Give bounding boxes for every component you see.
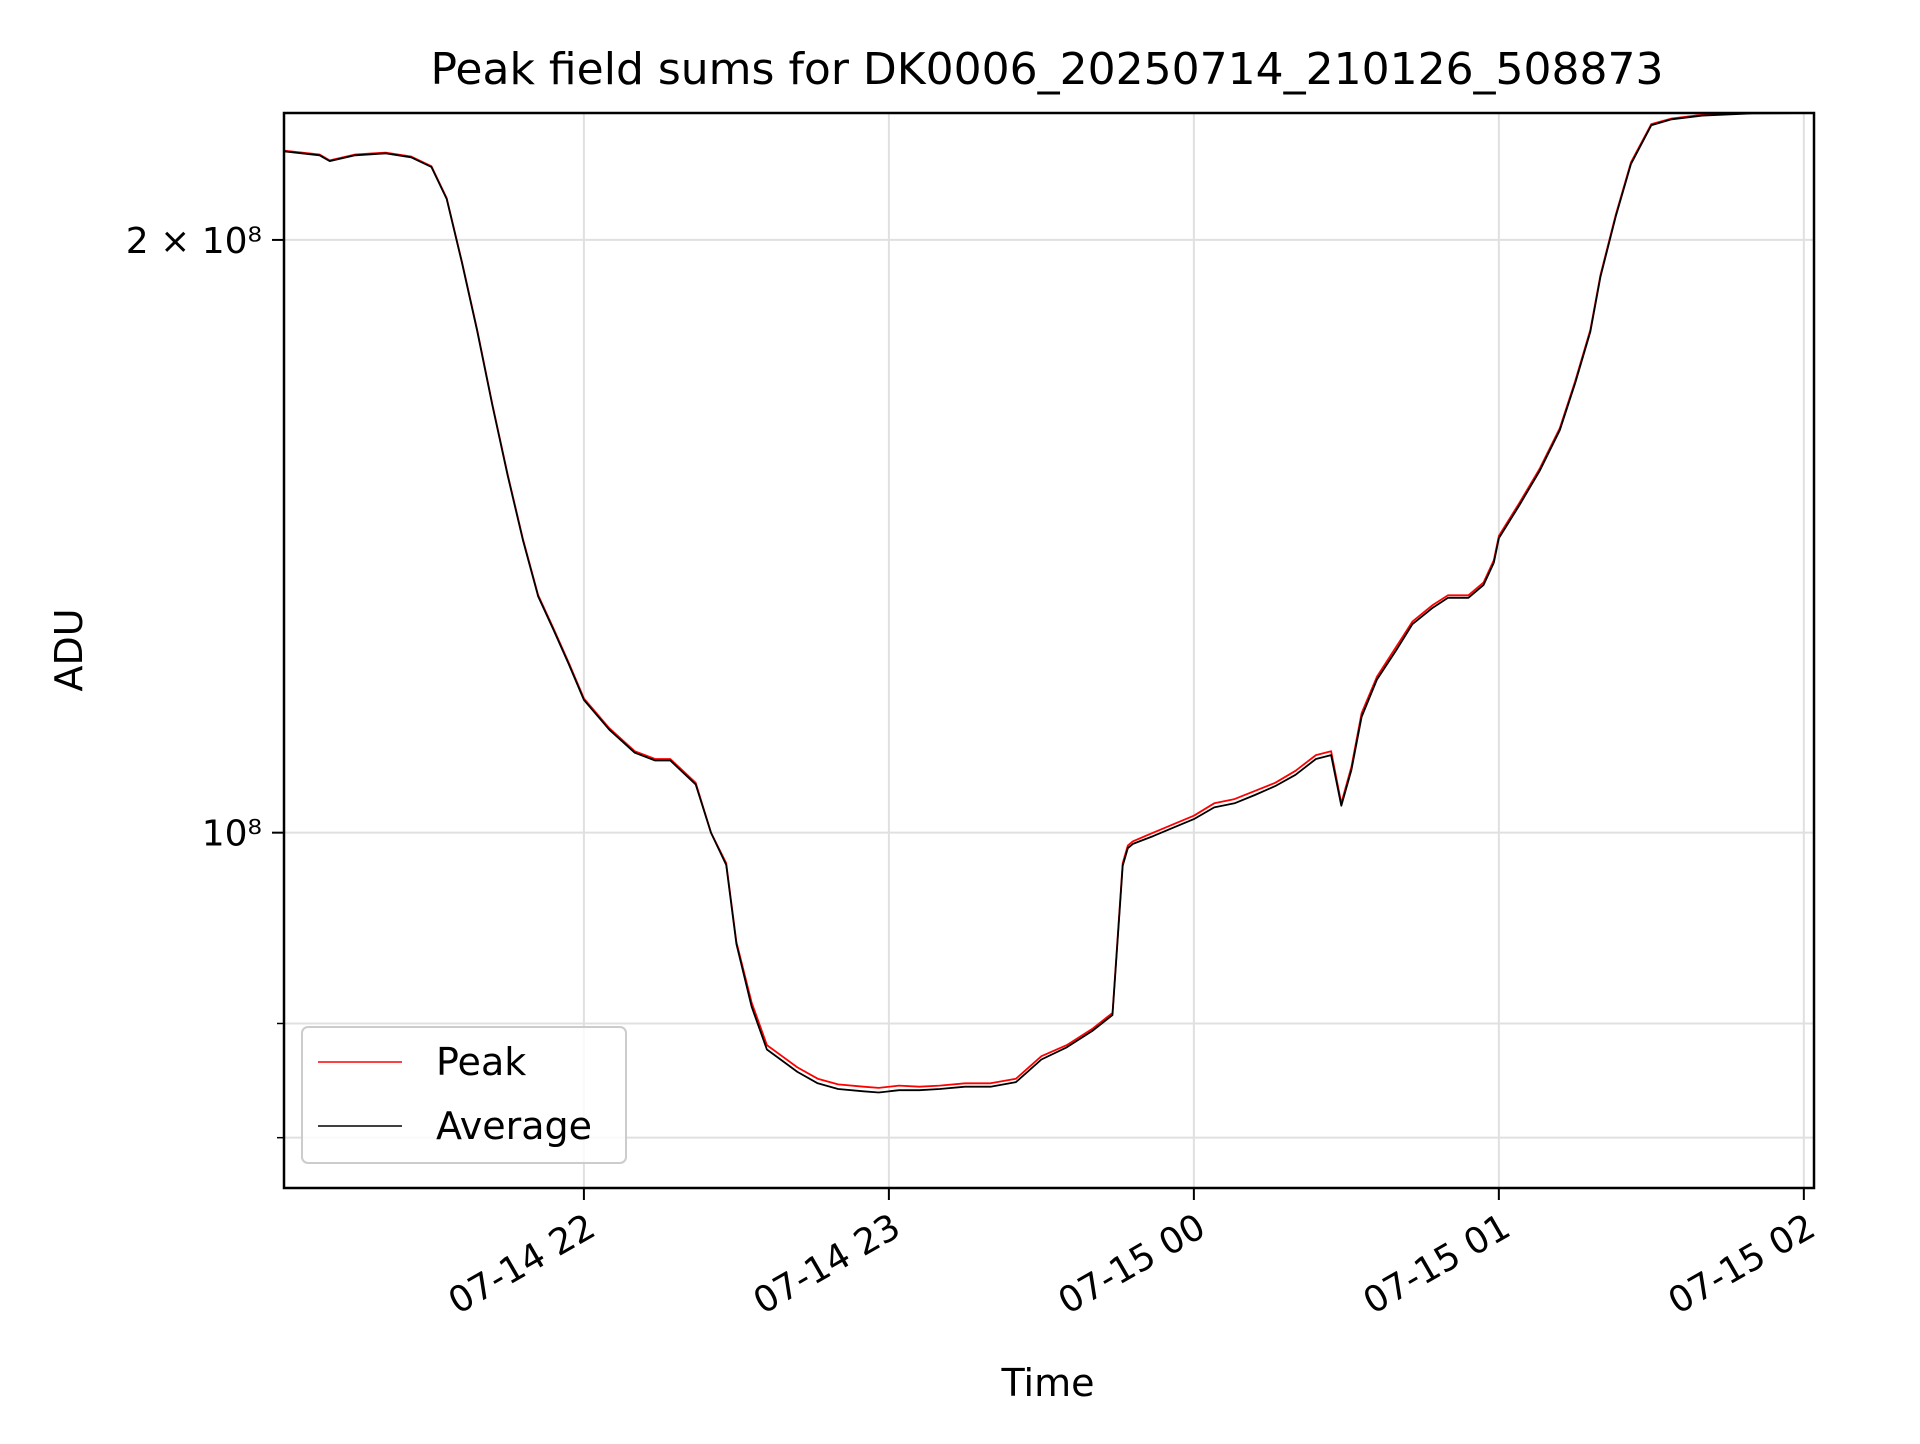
- legend-box: [301, 1026, 627, 1164]
- plot-frame: [282, 111, 1816, 1190]
- grid-layer: [284, 113, 1814, 1188]
- y-tick-label: 2 × 10⁸: [126, 221, 262, 262]
- series-layer: [283, 112, 1815, 1094]
- legend-label-peak: Peak: [436, 1040, 526, 1084]
- series-line-average: [283, 112, 1815, 1094]
- legend: Peak Average: [301, 1026, 627, 1164]
- x-axis-label: Time: [1001, 1361, 1095, 1405]
- y-tick-label: 10⁸: [202, 814, 262, 855]
- y-axis-label: ADU: [47, 608, 91, 691]
- legend-label-average: Average: [436, 1104, 592, 1148]
- chart-title: Peak field sums for DK0006_20250714_2101…: [430, 44, 1663, 95]
